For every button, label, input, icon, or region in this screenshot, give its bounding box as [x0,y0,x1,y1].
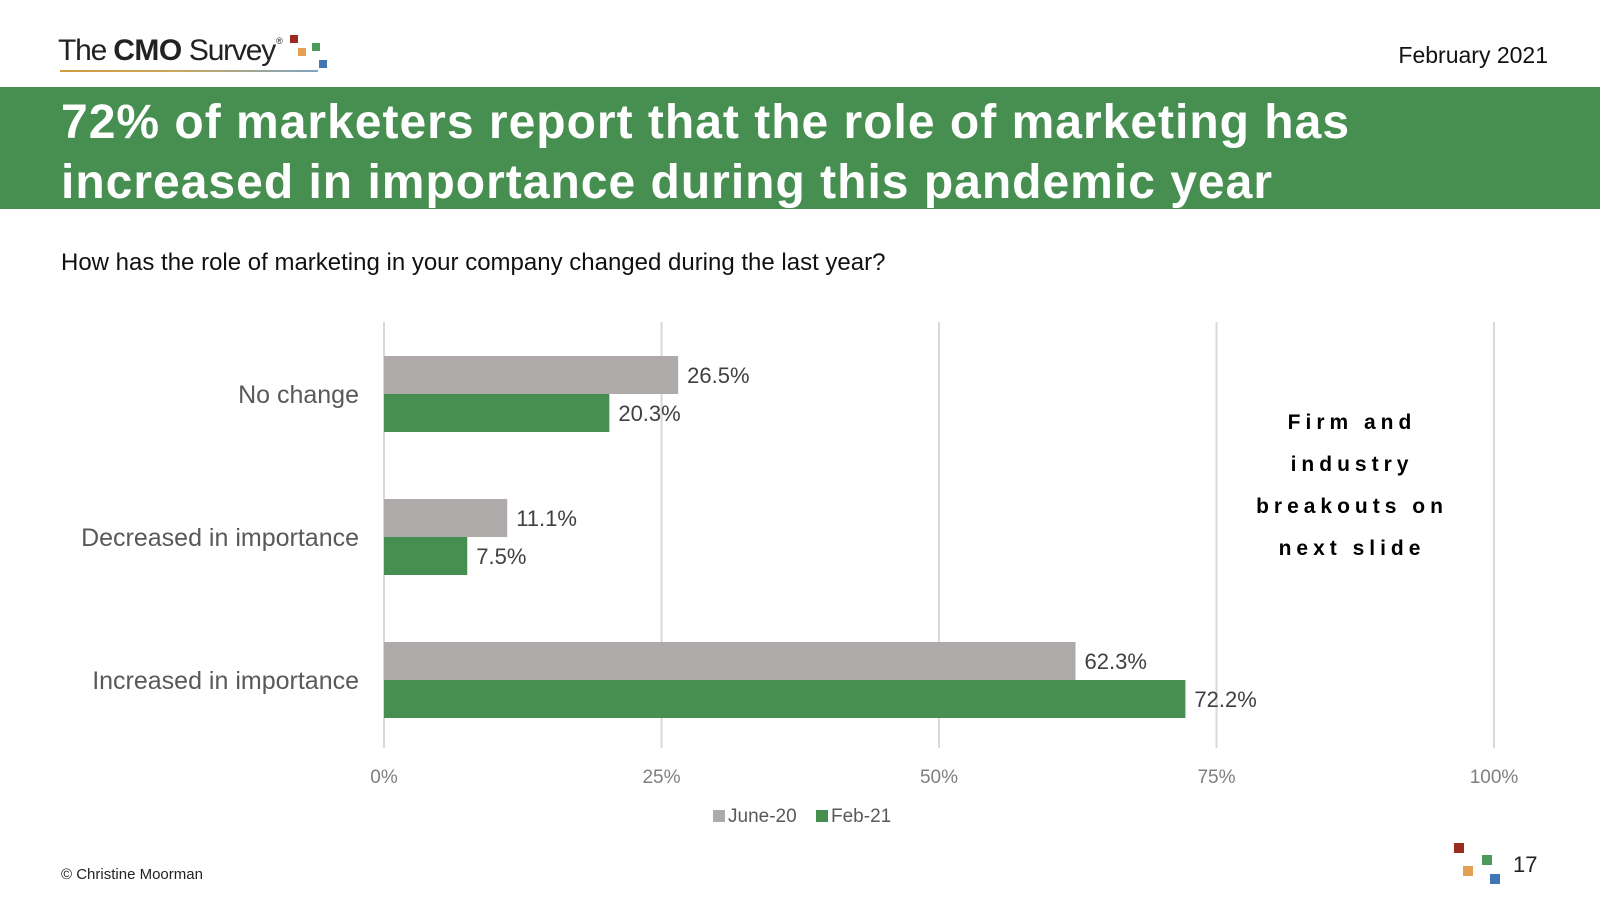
data-label: 11.1% [516,506,577,531]
category-label: Increased in importance [92,667,359,695]
logo-registered-mark: ® [276,36,283,46]
x-tick-label: 100% [1470,767,1519,788]
x-tick-label: 25% [642,767,680,788]
bar-june-20 [384,356,679,394]
slide-title: 72% of marketers report that the role of… [61,96,1351,209]
chart-bars [384,356,1186,718]
copyright-footer: © Christine Moorman [61,866,203,883]
legend-swatch [713,810,725,822]
footer-square-orange-icon [1463,866,1473,876]
legend-swatch [816,810,828,822]
data-label: 62.3% [1085,649,1147,674]
footer-square-blue-icon [1490,874,1500,884]
report-date: February 2021 [1398,42,1548,68]
category-label: Decreased in importance [81,524,359,552]
x-tick-label: 50% [920,767,958,788]
bar-june-20 [384,642,1076,680]
x-tick-label: 75% [1197,767,1235,788]
title-banner: 72% of marketers report that the role of… [0,87,1600,209]
footer-square-red-icon [1454,843,1464,853]
legend-label: June-20 [728,806,797,827]
logo-cmo: CMO [113,34,182,67]
chart-legend: June-20 Feb-21 [713,806,891,827]
legend-label: Feb-21 [831,806,891,827]
logo-square-green-icon [312,43,320,51]
footer-square-green-icon [1482,855,1492,865]
bar-june-20 [384,499,508,537]
data-label: 72.2% [1194,687,1256,712]
chart-labels: 0% 25% 50% 75% 100% No change Decreased in imp… [81,363,1518,788]
survey-question: How has the role of marketing in your co… [61,249,886,276]
page-number: 17 [1513,852,1538,877]
logo-square-red-icon [290,35,298,43]
logo-underline [60,70,318,72]
bar-feb-21 [384,537,468,575]
breakout-note: Firm and industry breakouts on next slid… [1256,411,1448,560]
logo-square-orange-icon [298,48,306,56]
logo-wordmark: The CMO Survey® [58,34,283,68]
logo-square-blue-icon [319,60,327,68]
cmo-survey-logo: The CMO Survey® [58,30,358,74]
data-label: 26.5% [687,363,749,388]
bar-feb-21 [384,394,610,432]
logo-survey: Survey [188,34,276,67]
category-label: No change [238,381,359,409]
bar-feb-21 [384,680,1186,718]
logo-the: The [58,34,107,67]
data-label: 7.5% [476,544,526,569]
data-label: 20.3% [618,401,680,426]
x-tick-label: 0% [370,767,398,788]
